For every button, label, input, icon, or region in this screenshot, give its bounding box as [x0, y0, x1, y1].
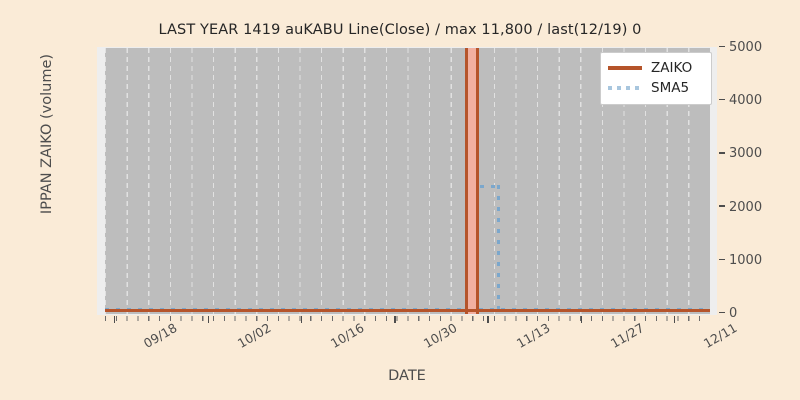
- x-axis-minor-ticks: [105, 316, 710, 321]
- y-axis-tick-label: 5000: [729, 40, 763, 55]
- y-axis-tickmark: [719, 98, 725, 101]
- y-axis-tick-label: 3000: [729, 146, 763, 162]
- x-axis-major-ticks: [105, 316, 710, 323]
- y-axis-tick-label: 2000: [729, 199, 763, 215]
- legend-label: ZAIKO: [651, 60, 693, 76]
- y-axis-tick: 3000: [719, 147, 762, 161]
- y-axis-tick-label: 0: [729, 306, 738, 321]
- x-axis-tickmark: [580, 316, 582, 323]
- x-axis-label: DATE: [388, 368, 426, 384]
- x-axis-tickmark: [394, 316, 396, 323]
- x-axis-tickmark: [673, 316, 676, 323]
- x-axis-tick-label: 10/16: [327, 320, 367, 352]
- legend-entry-zaiko[interactable]: ZAIKO: [608, 58, 704, 78]
- y-axis-tick: 5000: [719, 41, 762, 55]
- chart-legend[interactable]: ZAIKO SMA5: [600, 52, 712, 105]
- x-axis-tick-label: 09/18: [140, 320, 180, 352]
- x-axis-tick-label: 10/02: [234, 320, 274, 352]
- x-axis-tick-label: 10/30: [421, 320, 460, 352]
- x-axis-tickmark: [487, 316, 489, 323]
- x-axis-tick-label: 11/13: [514, 320, 553, 352]
- y-axis-tick: 0: [719, 307, 737, 321]
- x-axis-tickmark: [114, 316, 116, 323]
- x-axis-tick-labels: 09/18 10/02 10/16 10/30 11/13 11/27 12/11: [105, 316, 739, 366]
- legend-swatch-zaiko-icon: [608, 66, 642, 70]
- legend-entry-sma5[interactable]: SMA5: [608, 78, 704, 98]
- y-axis-tick: 2000: [719, 199, 763, 215]
- y-axis-tickmark: [719, 258, 725, 260]
- legend-label: SMA5: [651, 80, 690, 96]
- y-axis-tickmark: [719, 45, 725, 48]
- y-axis-tick-label: 1000: [729, 252, 763, 268]
- x-axis-tickmark: [301, 316, 303, 323]
- y-axis-tickmark: [719, 311, 725, 314]
- y-axis-label: IPPAN ZAIKO (volume): [39, 53, 55, 215]
- y-axis-tickmark: [719, 152, 725, 154]
- x-axis-tickmark: [207, 316, 210, 323]
- chart-title: LAST YEAR 1419 auKABU Line(Close) / max …: [158, 22, 642, 38]
- y-axis-tick-label: 4000: [729, 93, 763, 109]
- y-axis-tick: 4000: [719, 94, 762, 108]
- y-axis-tickmark: [719, 205, 725, 207]
- legend-swatch-sma5-icon: [608, 86, 642, 90]
- y-axis-tick: 1000: [719, 252, 763, 268]
- y-axis-ticks: 5000 4000 3000 2000 1000 0: [719, 41, 789, 321]
- x-axis-tick-label: 12/11: [700, 320, 740, 352]
- x-axis-tick-label: 11/27: [607, 320, 647, 352]
